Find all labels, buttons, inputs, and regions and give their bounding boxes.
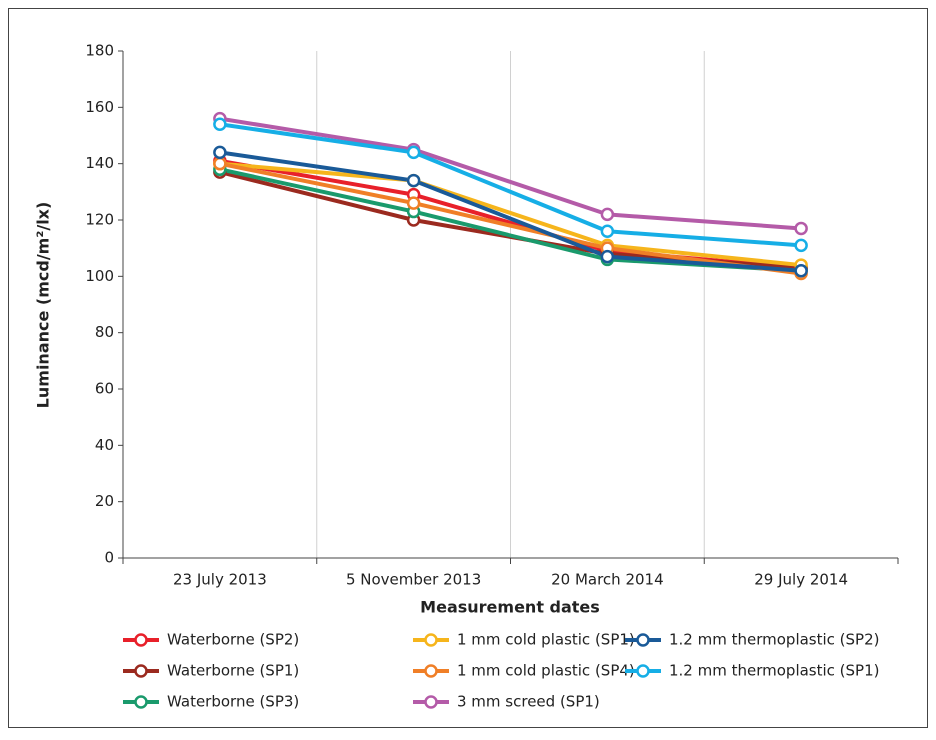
legend-marker (134, 695, 148, 709)
series-line (219, 122, 802, 248)
series-line (219, 116, 802, 231)
marker (406, 173, 421, 188)
x-tick-label: 20 March 2014 (551, 571, 664, 589)
y-tick-label: 100 (85, 267, 114, 285)
marker (213, 156, 227, 171)
marker (213, 117, 227, 131)
legend-label: 1 mm cold plastic (SP1) (457, 631, 635, 649)
marker (600, 207, 615, 222)
legend-marker (424, 695, 438, 709)
marker (406, 196, 421, 210)
y-tick-label: 0 (104, 549, 114, 567)
y-tick-label: 180 (85, 42, 114, 60)
legend-label: 1.2 mm thermoplastic (SP2) (669, 631, 880, 649)
legend-label: Waterborne (SP1) (167, 662, 299, 680)
legend-label: Waterborne (SP3) (167, 693, 299, 711)
x-tick-label: 5 November 2013 (346, 571, 481, 589)
marker (600, 224, 615, 239)
marker (600, 249, 615, 264)
marker (794, 238, 808, 253)
y-tick-label: 140 (85, 154, 114, 172)
series-line (219, 161, 802, 268)
legend-marker (424, 633, 438, 647)
y-tick-label: 120 (85, 211, 114, 229)
x-axis-label: Measurement dates (420, 598, 600, 617)
marker (794, 221, 808, 236)
marker (794, 263, 808, 278)
legend-label: 1.2 mm thermoplastic (SP1) (669, 662, 880, 680)
y-tick-label: 60 (95, 380, 114, 398)
x-tick-label: 23 July 2013 (173, 571, 267, 589)
legend-marker (424, 664, 438, 678)
y-tick-label: 80 (95, 323, 114, 341)
legend-marker (134, 664, 148, 678)
legend-label: 1 mm cold plastic (SP4) (457, 662, 635, 680)
legend-marker (636, 664, 650, 678)
series-line (219, 150, 802, 273)
y-axis-label: Luminance (mcd/m²/lx) (34, 202, 53, 409)
series-line (219, 161, 802, 276)
x-tick-label: 29 July 2014 (754, 571, 848, 589)
y-tick-label: 160 (85, 98, 114, 116)
marker (406, 145, 421, 160)
y-tick-label: 20 (95, 492, 114, 510)
legend-marker (134, 633, 148, 647)
legend-marker (636, 633, 650, 647)
marker (213, 145, 227, 160)
y-tick-label: 40 (95, 436, 114, 454)
frame (8, 8, 928, 728)
legend-label: 3 mm screed (SP1) (457, 693, 600, 711)
legend-label: Waterborne (SP2) (167, 631, 299, 649)
